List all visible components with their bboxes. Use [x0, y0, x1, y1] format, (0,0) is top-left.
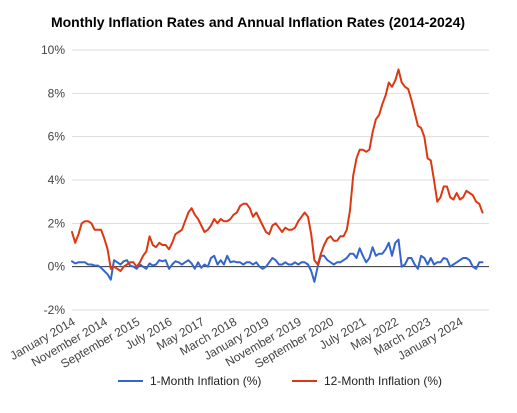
series-line-annual: [71, 68, 484, 272]
chart-title: Monthly Inflation Rates and Annual Infla…: [51, 14, 465, 30]
legend: 1-Month Inflation (%) 12-Month Inflation…: [118, 374, 442, 388]
series-lines: [71, 68, 484, 283]
y-tick-label: 10%: [41, 43, 65, 57]
y-axis-tick-labels: -2% 0% 2% 4% 6% 8% 10%: [41, 43, 65, 317]
y-tick-label: 2%: [48, 216, 66, 230]
y-tick-label: 4%: [48, 173, 66, 187]
y-tick-label: 0%: [48, 260, 66, 274]
y-tick-label: 8%: [48, 86, 66, 100]
series-line-monthly: [71, 238, 484, 283]
legend-label-annual: 12-Month Inflation (%): [324, 374, 442, 388]
y-tick-label: -2%: [44, 303, 66, 317]
y-tick-label: 6%: [48, 130, 66, 144]
grid-lines: [72, 49, 489, 311]
legend-label-monthly: 1-Month Inflation (%): [150, 374, 261, 388]
